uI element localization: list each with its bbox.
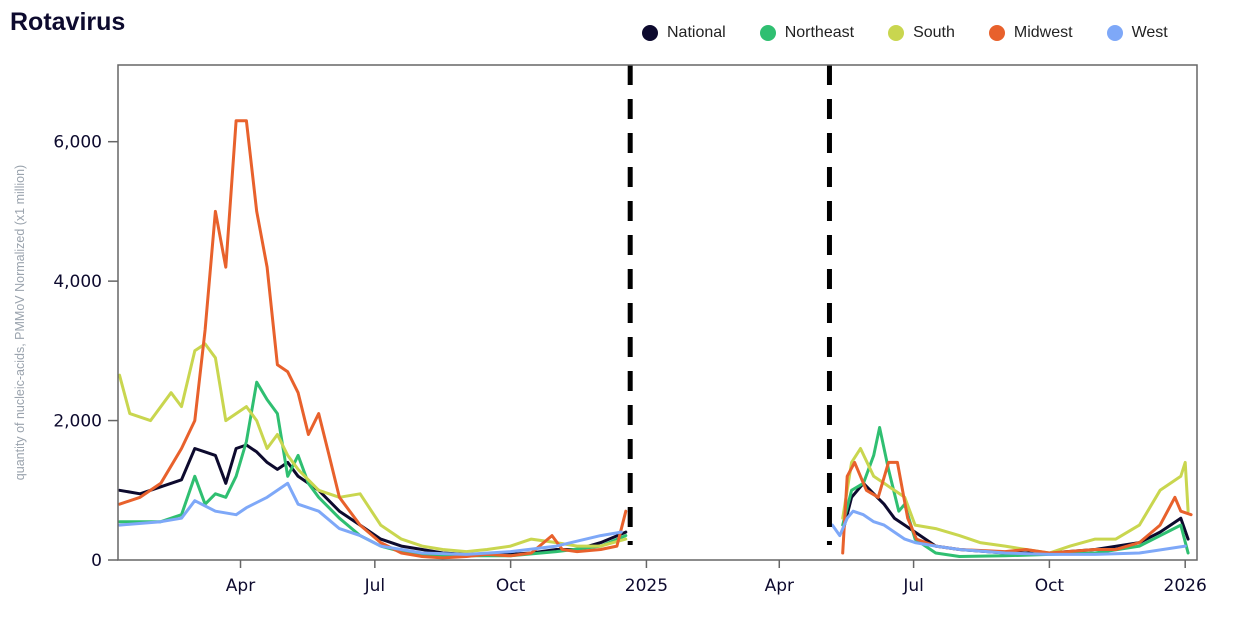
series-line-south	[841, 447, 1190, 555]
x-tick-label: Jul	[902, 576, 924, 596]
legend-label: National	[667, 24, 726, 41]
y-tick-label: 2,000	[53, 412, 102, 432]
legend-item-national[interactable]: National	[642, 24, 726, 42]
x-tick-label: Jul	[364, 576, 386, 596]
x-tick-label: Apr	[226, 576, 255, 596]
legend-dot-icon	[1106, 25, 1123, 41]
x-tick-label: 2025	[625, 576, 668, 596]
legend-label: West	[1131, 24, 1168, 41]
series-line-west	[118, 481, 623, 556]
plot-frame	[117, 64, 1198, 561]
y-tick-label: 4,000	[53, 272, 102, 292]
series-group	[118, 119, 1193, 560]
legend-item-northeast[interactable]: Northeast	[759, 24, 855, 42]
legend-dot-icon	[642, 25, 658, 41]
legend: National Northeast South Midwest West	[642, 24, 1202, 42]
legend-item-south[interactable]: South	[888, 24, 955, 42]
series-line-midwest	[841, 460, 1193, 555]
legend-label: Northeast	[784, 24, 855, 41]
series-line-south	[118, 342, 628, 554]
chart-title: Rotavirus	[10, 8, 126, 36]
series-line-midwest	[118, 119, 628, 560]
y-axis-label: quantity of nucleic-acids, PMMoV Normali…	[13, 165, 27, 480]
legend-dot-icon	[759, 25, 776, 41]
y-tick-label: 6,000	[53, 133, 102, 153]
legend-item-west[interactable]: West	[1106, 24, 1168, 42]
legend-item-midwest[interactable]: Midwest	[988, 24, 1073, 42]
x-tick-label: Oct	[496, 576, 526, 596]
x-tick-label: Oct	[1035, 576, 1065, 596]
legend-label: South	[913, 24, 955, 41]
legend-label: Midwest	[1013, 24, 1073, 41]
x-tick-label: 2026	[1164, 576, 1207, 596]
legend-dot-icon	[888, 25, 905, 41]
series-line-west	[830, 509, 1187, 556]
x-tick-label: Apr	[765, 576, 794, 596]
y-tick-label: 0	[91, 551, 102, 571]
legend-dot-icon	[988, 25, 1005, 41]
